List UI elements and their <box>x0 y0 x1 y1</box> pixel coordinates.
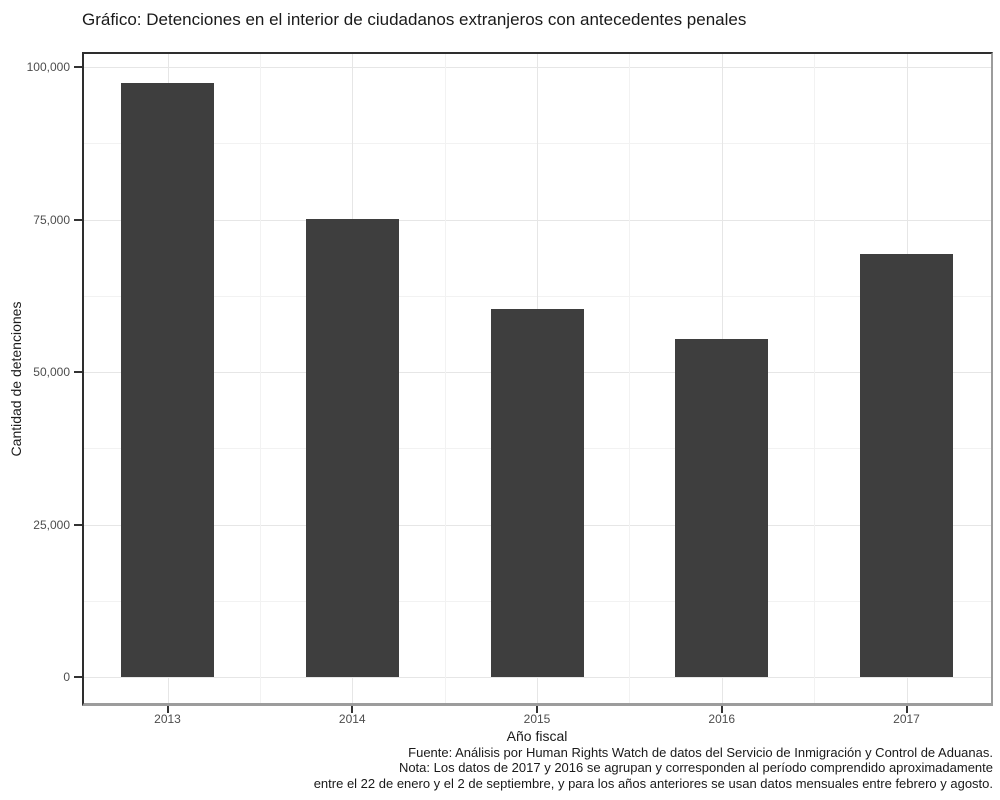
x-tick-label: 2017 <box>893 712 920 726</box>
x-tick-label: 2015 <box>523 712 551 726</box>
caption-line-note-2: entre el 22 de enero y el 2 de septiembr… <box>313 775 993 791</box>
plot-panel <box>82 52 993 706</box>
y-tick-mark <box>74 676 82 678</box>
x-tick-mark <box>720 706 723 713</box>
v-gridline-minor <box>444 54 446 703</box>
x-tick-label: 2016 <box>708 712 736 726</box>
v-gridline-minor <box>814 54 816 703</box>
caption-line-note-1: Nota: Los datos de 2017 y 2016 se agrupa… <box>398 760 993 776</box>
chart-title: Gráfico: Detenciones en el interior de c… <box>82 10 747 29</box>
y-tick-label: 50,000 <box>33 365 70 379</box>
bar-2017 <box>860 254 953 677</box>
bar-2013 <box>121 83 214 677</box>
y-tick-label: 25,000 <box>33 517 70 532</box>
caption-line-source: Fuente: Análisis por Human Rights Watch … <box>408 745 993 760</box>
x-axis-title: Año fiscal <box>506 728 568 744</box>
x-tick-mark <box>536 706 538 713</box>
x-tick-mark <box>166 706 169 713</box>
y-tick-mark <box>74 523 82 526</box>
bar-2015 <box>490 309 584 677</box>
x-tick-label: 2014 <box>338 712 366 726</box>
y-tick-label: 75,000 <box>33 212 70 227</box>
y-tick-label: 0 <box>63 670 70 684</box>
bar-2014 <box>305 218 399 677</box>
x-tick-mark <box>351 706 354 713</box>
y-tick-mark <box>74 371 82 373</box>
y-tick-mark <box>74 66 82 68</box>
x-tick-label: 2013 <box>154 712 181 726</box>
v-gridline-minor <box>259 54 261 703</box>
caption: Fuente: Análisis por Human Rights Watch … <box>314 745 993 791</box>
bar-2016 <box>675 339 769 677</box>
y-tick-label: 100,000 <box>26 60 70 74</box>
y-axis-title: Cantidad de detenciones <box>8 301 24 457</box>
v-gridline-minor <box>629 54 631 703</box>
x-tick-mark <box>905 706 908 713</box>
y-tick-mark <box>74 218 82 221</box>
